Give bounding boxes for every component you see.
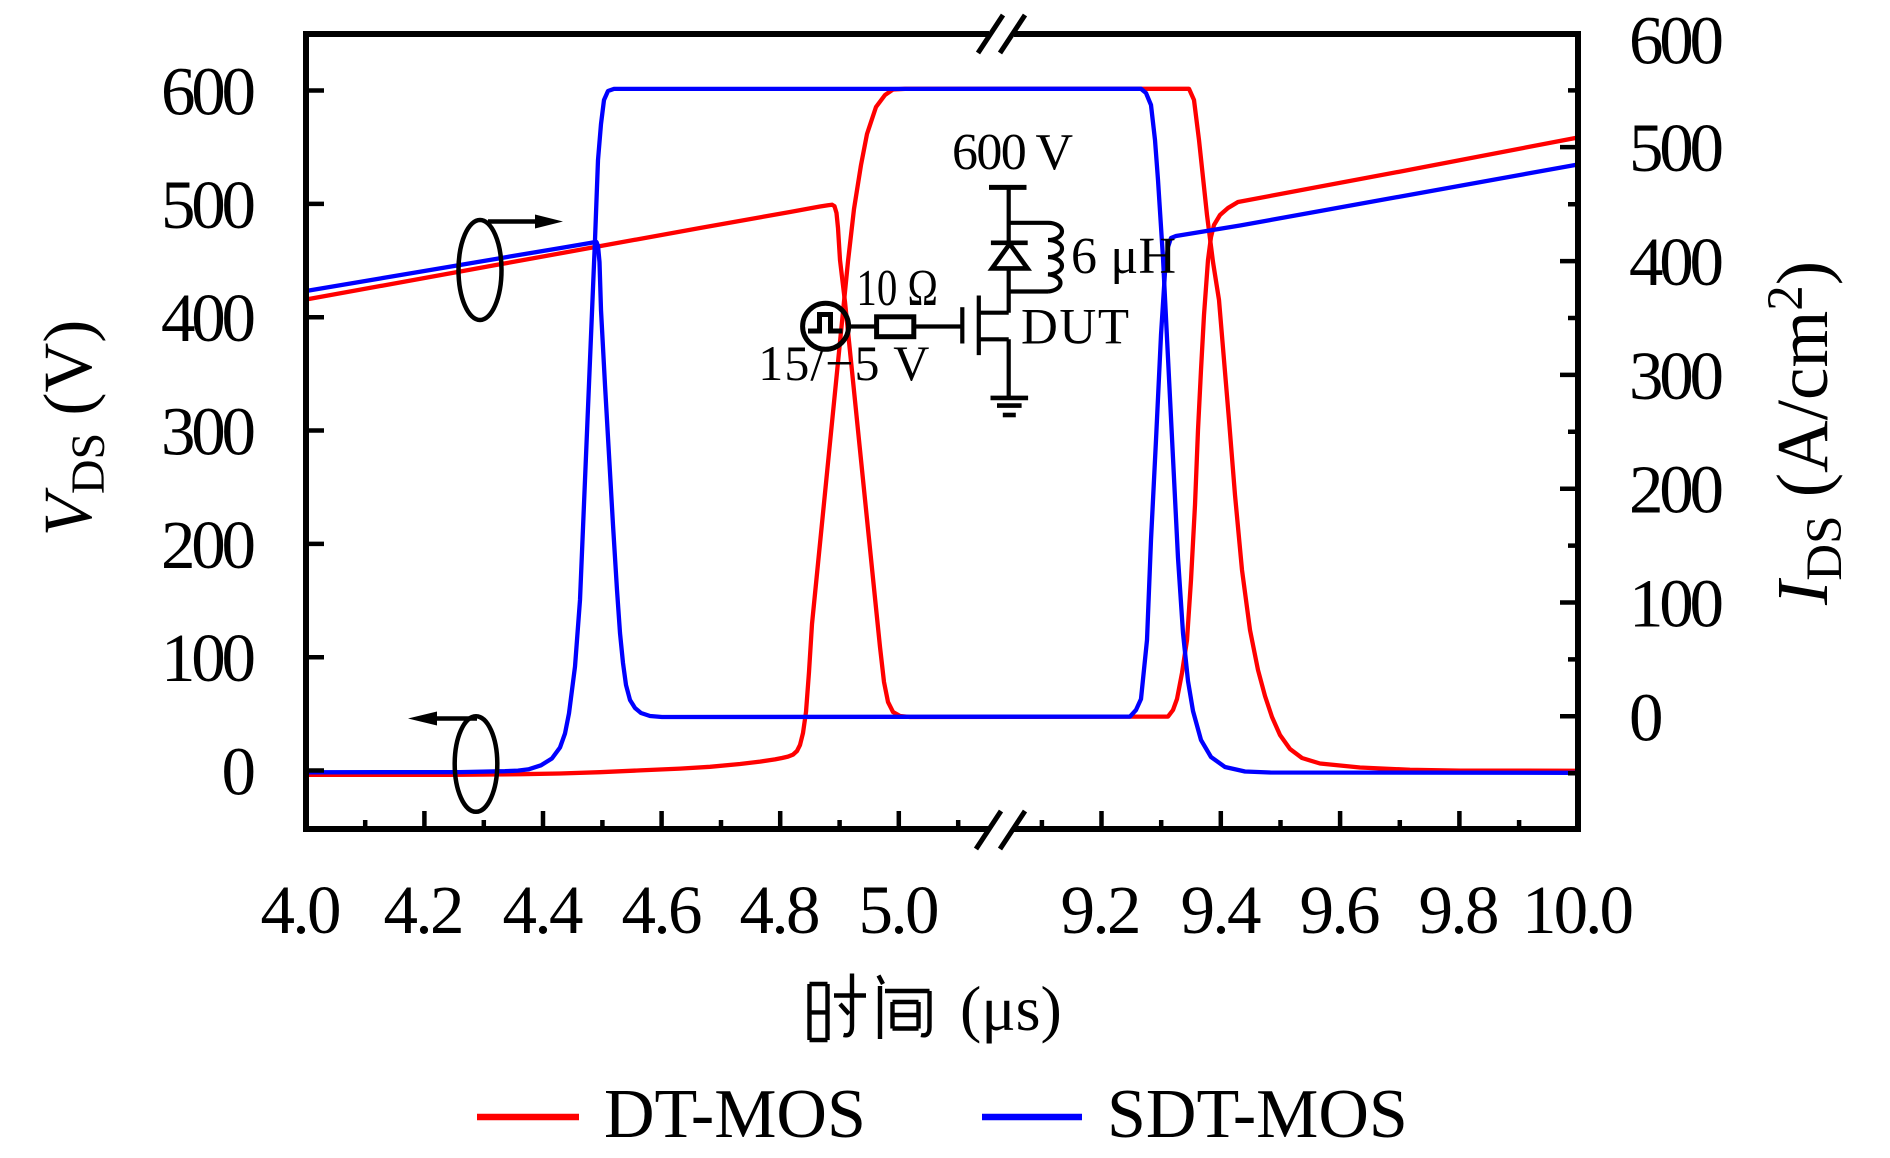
- svg-text:500: 500: [1629, 110, 1724, 186]
- svg-text:0: 0: [1629, 679, 1664, 755]
- svg-text:10.0: 10.0: [1522, 872, 1634, 948]
- svg-text:5.0: 5.0: [859, 872, 940, 948]
- svg-text:DT-MOS: DT-MOS: [604, 1076, 866, 1153]
- svg-text:SDT-MOS: SDT-MOS: [1107, 1076, 1408, 1153]
- svg-text:200: 200: [161, 507, 256, 583]
- svg-text:9.4: 9.4: [1181, 872, 1262, 948]
- svg-text:4.0: 4.0: [261, 872, 342, 948]
- svg-text:15/−5 V: 15/−5 V: [758, 335, 929, 391]
- svg-text:10 Ω: 10 Ω: [856, 260, 938, 317]
- svg-text:9.8: 9.8: [1419, 872, 1500, 948]
- svg-text:VDS (V): VDS (V): [30, 320, 115, 537]
- svg-text:300: 300: [161, 394, 256, 470]
- svg-text:300: 300: [1629, 338, 1724, 414]
- svg-text:9.2: 9.2: [1061, 872, 1142, 948]
- svg-text:400: 400: [1629, 224, 1724, 300]
- svg-text:100: 100: [1629, 566, 1724, 642]
- svg-text:4.8: 4.8: [740, 872, 821, 948]
- svg-text:DUT: DUT: [1021, 300, 1129, 356]
- svg-text:100: 100: [161, 620, 256, 696]
- svg-text:500: 500: [161, 167, 256, 243]
- svg-text:600 V: 600 V: [952, 124, 1073, 181]
- svg-text:200: 200: [1629, 452, 1724, 528]
- svg-text:400: 400: [161, 280, 256, 356]
- svg-text:0: 0: [222, 734, 257, 810]
- svg-text:4.4: 4.4: [503, 872, 584, 948]
- svg-text:600: 600: [1629, 3, 1724, 79]
- svg-text:6 μH: 6 μH: [1071, 228, 1176, 285]
- svg-text:IDS (A/cm2): IDS (A/cm2): [1758, 261, 1853, 606]
- svg-text:9.6: 9.6: [1300, 872, 1381, 948]
- svg-text:4.2: 4.2: [384, 872, 465, 948]
- svg-text:(μs): (μs): [960, 973, 1062, 1044]
- svg-text:600: 600: [161, 54, 256, 130]
- svg-text:4.6: 4.6: [622, 872, 703, 948]
